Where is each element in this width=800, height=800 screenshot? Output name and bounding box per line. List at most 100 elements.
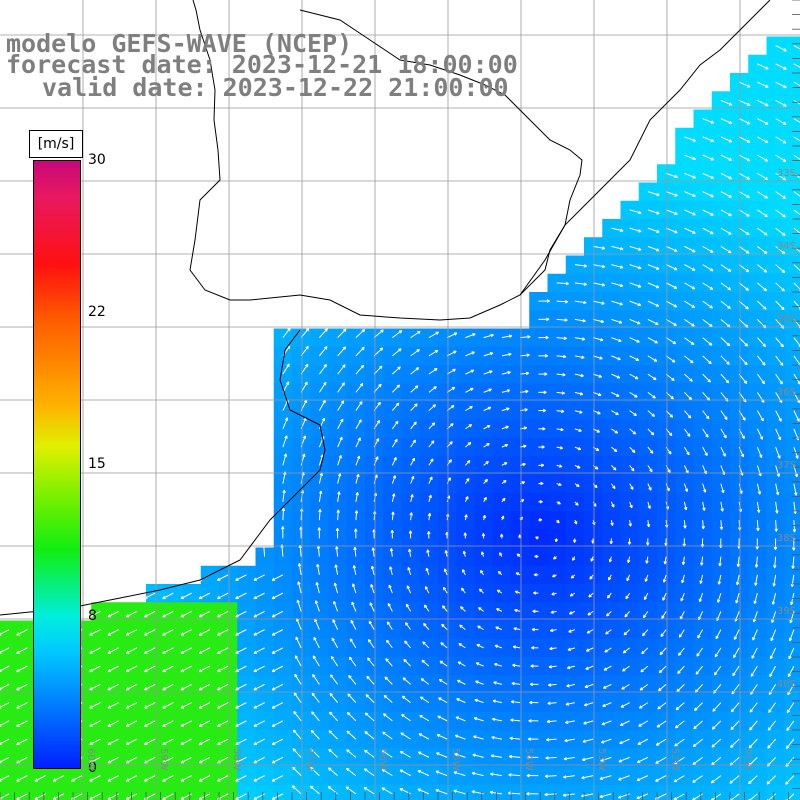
wind-speed-cell — [219, 620, 238, 640]
wind-speed-cell — [0, 711, 19, 731]
wind-speed-cell — [438, 766, 457, 786]
wind-arrow — [556, 446, 564, 450]
wind-speed-cell — [419, 456, 439, 475]
wind-arrow — [599, 793, 612, 799]
wind-arrow — [253, 683, 265, 691]
wind-arrow — [775, 264, 786, 273]
wind-speed-cell — [419, 547, 439, 567]
wind-speed-cell — [638, 675, 658, 694]
wind-speed-cell — [273, 365, 293, 384]
colorbar-tick-15: 15 — [88, 456, 106, 472]
wind-speed-cell — [0, 766, 19, 786]
wind-arrow — [16, 793, 28, 800]
wind-speed-cell — [219, 675, 238, 694]
wind-speed-cell — [438, 511, 457, 530]
wind-arrow — [364, 712, 375, 722]
wind-speed-cell — [438, 638, 457, 658]
wind-arrow — [647, 318, 659, 326]
wind-arrow — [235, 683, 247, 691]
wind-speed-cell — [784, 328, 800, 348]
wind-arrow — [699, 574, 704, 584]
wind-speed-cell — [346, 748, 366, 767]
wind-speed-cell — [127, 730, 147, 749]
wind-arrow — [107, 683, 119, 691]
wind-speed-cell — [365, 401, 384, 421]
wind-arrow — [600, 738, 612, 744]
wind-arrow — [757, 245, 768, 255]
wind-arrow — [720, 282, 732, 291]
wind-arrow — [600, 756, 612, 762]
wind-arrow — [574, 428, 582, 432]
wind-arrow — [363, 786, 375, 795]
wind-arrow — [417, 788, 430, 795]
wind-arrow — [678, 629, 685, 638]
wind-arrow — [297, 563, 302, 575]
wind-arrow — [584, 683, 594, 689]
wind-arrow — [793, 483, 798, 496]
wind-arrow — [499, 552, 503, 557]
wind-speed-cell — [328, 511, 348, 530]
wind-speed-cell — [182, 766, 202, 786]
wind-arrow — [647, 428, 655, 436]
wind-arrow — [772, 574, 777, 587]
wind-arrow — [125, 683, 138, 691]
wind-arrow — [296, 599, 302, 612]
wind-speed-cell — [273, 492, 293, 512]
wind-speed-cell — [219, 565, 238, 585]
wind-arrow — [775, 154, 787, 162]
wind-speed-cell — [565, 584, 585, 603]
wind-arrow — [702, 136, 715, 143]
wind-arrow — [314, 600, 320, 612]
wind-speed-cell — [419, 657, 439, 676]
wind-arrow — [235, 775, 247, 782]
wind-speed-cell — [511, 602, 530, 621]
wind-arrow — [552, 574, 557, 578]
wind-speed-cell — [328, 438, 348, 457]
wind-speed-cell — [748, 784, 767, 800]
wind-arrow — [355, 455, 361, 466]
wind-arrow — [162, 610, 174, 618]
wind-speed-cell — [693, 711, 713, 731]
wind-arrow — [574, 501, 579, 506]
wind-arrow — [253, 574, 265, 581]
wind-speed-cell — [310, 693, 329, 713]
wind-arrow — [381, 787, 393, 795]
wind-arrow — [775, 465, 780, 478]
wind-arrow — [180, 720, 192, 727]
wind-arrow — [757, 300, 767, 310]
wind-speed-cell — [273, 784, 293, 800]
wind-arrow — [793, 99, 800, 105]
wind-arrow — [538, 481, 544, 486]
wind-speed-cell — [273, 346, 293, 366]
wind-speed-cell — [419, 511, 439, 530]
wind-speed-cell — [565, 620, 585, 640]
lat-label: 38S — [776, 533, 796, 544]
wind-arrow — [720, 154, 733, 161]
wind-arrow — [144, 629, 156, 636]
wind-speed-cell — [474, 766, 494, 786]
wind-speed-cell — [492, 748, 512, 767]
wind-speed-cell — [383, 419, 402, 439]
wind-speed-cell — [273, 529, 293, 548]
wind-arrow — [310, 748, 320, 758]
wind-arrow — [775, 483, 780, 496]
wind-speed-cell — [620, 784, 640, 800]
wind-arrow — [605, 611, 612, 617]
wind-arrow — [371, 547, 376, 557]
wind-speed-cell — [91, 675, 110, 694]
wind-arrow — [465, 333, 476, 339]
wind-arrow — [235, 629, 247, 636]
wind-speed-cell — [273, 456, 293, 475]
wind-speed-cell — [419, 565, 439, 585]
wind-arrow — [663, 556, 667, 565]
wind-arrow — [144, 647, 156, 654]
wind-arrow — [702, 501, 706, 511]
wind-arrow — [775, 446, 781, 459]
wind-arrow — [462, 550, 467, 557]
wind-arrow — [16, 683, 28, 691]
wind-arrow — [355, 382, 364, 393]
wind-speed-cell — [675, 766, 694, 786]
wind-arrow — [610, 501, 615, 508]
wind-arrow — [89, 647, 101, 654]
